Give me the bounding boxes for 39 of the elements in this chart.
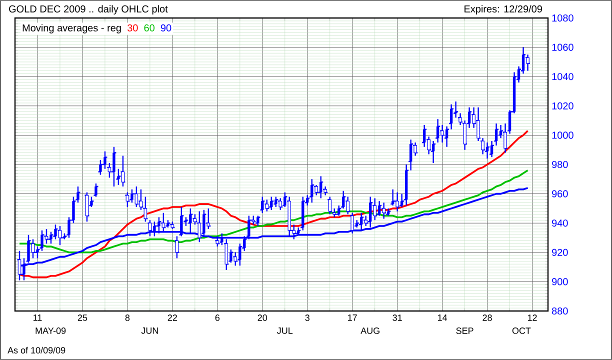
candlestick [144,196,148,222]
text: SEP [456,328,474,334]
text: 30 [127,24,138,32]
x-tick-label: 14 [438,314,448,321]
legend-title: Moving averages - reg [22,24,121,34]
candlestick [206,208,210,230]
text: JUN [141,328,158,334]
text: OCT [512,328,531,334]
chart-title: GOLD DEC 2009 .. daily OHLC plot [9,5,168,14]
chart-subtitle: Expires: 12/29/09 [464,5,542,14]
y-tick-label: 920 [552,248,568,256]
y-tick-label: 1000 [552,132,574,139]
y-tick-label: 1040 [552,73,574,80]
y-tick-label: 1060 [552,44,574,51]
y-tick-label: 900 [552,278,568,286]
text: JUL [277,328,293,334]
x-tick-label: 28 [482,314,492,321]
x-tick-label: 8 [125,314,130,321]
text: 90 [160,24,172,32]
y-tick-label: 1080 [552,14,574,22]
y-tick-label: 1020 [552,102,574,110]
y-tick-label: 960 [552,190,568,198]
x-tick-label: 31 [392,314,402,321]
x-tick-label: 3 [305,314,310,321]
y-tick-label: 940 [552,220,568,227]
candlestick [324,186,328,196]
text: MAY-09 [36,328,66,334]
text: As of 10/09/09 [8,346,66,354]
x-tick-label: 12 [528,314,537,321]
x-tick-label: 6 [215,314,220,321]
text: AUG [360,328,380,334]
x-tick-label: 11 [34,314,42,321]
x-tick-label: 25 [78,314,88,321]
x-tick-label: 22 [168,314,177,321]
x-tick-label: 20 [258,314,268,321]
y-tick-label: 980 [552,160,568,168]
x-tick-label: 17 [348,314,357,321]
text: 60 [144,24,154,32]
y-tick-label: 880 [552,307,568,315]
